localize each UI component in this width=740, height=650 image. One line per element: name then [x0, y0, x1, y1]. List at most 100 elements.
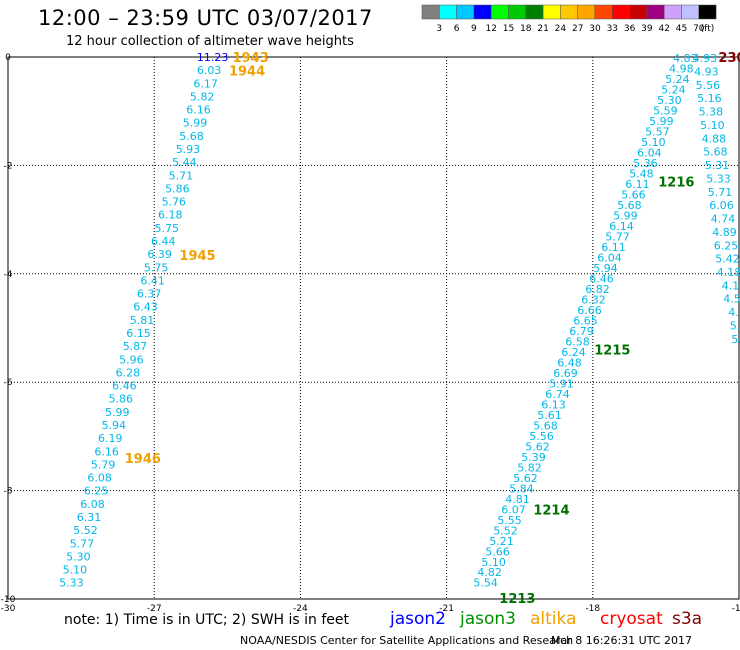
wave-height-value: 5.99 [105, 406, 130, 419]
pass-time-label: 1946 [125, 452, 161, 467]
colorbar-label: (ft) [701, 24, 715, 34]
y-tick-label: -8 [4, 487, 13, 497]
wave-height-value: 5.52 [73, 524, 98, 537]
pass-time-label: 1215 [594, 344, 630, 359]
wave-height-value: 5.30 [657, 94, 682, 107]
wave-height-value: 6.44 [151, 235, 176, 248]
wave-height-value: 5.33 [706, 172, 731, 185]
wave-height-value: 5.99 [613, 209, 638, 222]
colorbar-label: 33 [607, 24, 618, 34]
generation-timestamp: Mar 8 16:26:31 UTC 2017 [551, 634, 692, 647]
wave-height-value: 5.86 [165, 182, 190, 195]
wave-height-value: 5.86 [109, 393, 134, 406]
wave-height-value: 5.77 [70, 537, 95, 550]
wave-height-value: 5.16 [697, 92, 722, 105]
wave-height-value: 6.11 [625, 178, 650, 191]
pass-time-label: 1944 [229, 65, 265, 80]
colorbar-label: 24 [555, 24, 567, 34]
wave-height-value: 6.79 [569, 325, 594, 338]
wave-height-value: 5.71 [169, 169, 194, 182]
wave-height-value: 5.93 [176, 143, 201, 156]
colorbar-label: 45 [676, 24, 687, 34]
wave-height-value: 5.76 [162, 196, 187, 209]
wave-height-value: 5.59 [653, 105, 678, 118]
wave-height-value: 6.15 [126, 327, 151, 340]
wave-height-value: 6.13 [541, 398, 566, 411]
wave-height-value: 5.10 [63, 564, 88, 577]
y-tick-label: -10 [1, 595, 16, 605]
wave-height-value: 6.08 [80, 498, 105, 511]
wave-height-value: 5.94 [593, 262, 618, 275]
wave-height-value: 5.39 [521, 451, 546, 464]
wave-height-value: 5.71 [708, 186, 733, 199]
wave-height-value: 4.89 [712, 226, 737, 239]
x-tick-label: -24 [293, 604, 308, 614]
colorbar-label: 9 [471, 24, 477, 34]
satellite-s3a: s3a [672, 609, 703, 629]
wave-height-value: 4.5 [723, 293, 740, 306]
wave-height-value: 5.36 [633, 157, 658, 170]
colorbar-label: 6 [454, 24, 460, 34]
map-title: 12:00 – 23:59 UTC 03/07/2017 [38, 6, 373, 30]
wave-height-value: 5.61 [537, 409, 562, 422]
wave-height-value: 5.56 [529, 430, 554, 443]
colorbar-label: 39 [641, 24, 653, 34]
wave-height-value: 5.10 [700, 119, 725, 132]
map-grid [7, 56, 740, 600]
track-east: 4.934.935.565.165.385.104.885.685.315.33… [693, 51, 740, 346]
wave-height-value: 5. [730, 319, 740, 332]
wave-height-value: 5.66 [485, 545, 510, 558]
pass-time-label: 1213 [499, 592, 535, 607]
colorbar-label: 27 [572, 24, 583, 34]
wave-height-value: 5.10 [481, 556, 506, 569]
wave-height-value: 5.10 [641, 136, 666, 149]
wave-height-value: 6.16 [94, 445, 119, 458]
pass-time-label: 1943 [233, 51, 269, 66]
wave-height-value: 6.25 [84, 485, 109, 498]
wave-height-value: 5.68 [179, 130, 204, 143]
wave-height-value: 6.14 [609, 220, 634, 233]
wave-height-value: 5.77 [605, 230, 630, 243]
wave-height-value: 6.04 [637, 147, 662, 160]
wave-height-value: 5.75 [144, 261, 169, 274]
satellite-jason3: jason3 [460, 609, 516, 629]
wave-height-value: 6.06 [709, 199, 734, 212]
wave-height-value: 6.03 [197, 64, 222, 77]
wave-height-value: 5.68 [533, 419, 558, 432]
wave-height-value: 4.93 [694, 65, 719, 78]
wave-height-value: 6.69 [553, 367, 578, 380]
wave-height-value: 6.08 [87, 472, 112, 485]
x-tick-label: -18 [585, 604, 600, 614]
wave-height-value: 5.79 [91, 458, 116, 471]
wave-height-value: 5.24 [661, 84, 686, 97]
wave-height-value: 6.43 [133, 301, 158, 314]
wave-height-value: 5.96 [119, 353, 144, 366]
track-west: 11.236.036.175.826.165.995.685.935.445.7… [59, 51, 269, 590]
wave-height-value: 6.39 [147, 248, 172, 261]
wave-height-value: 5.62 [525, 440, 550, 453]
wave-height-value: 6.82 [585, 283, 610, 296]
colorbar-label: 3 [436, 24, 442, 34]
wave-height-value: 4.81 [505, 493, 530, 506]
wave-height-value: 4.83 [673, 52, 698, 65]
colorbar-label: 15 [503, 24, 514, 34]
wave-height-value: 5.62 [513, 472, 538, 485]
wave-height-value: 6.31 [77, 511, 102, 524]
wave-height-value: 4. [728, 306, 739, 319]
wave-height-value: 6.16 [186, 104, 211, 117]
wave-height-value: 5.68 [617, 199, 642, 212]
x-tick-label: -21 [439, 604, 454, 614]
y-tick-label: -2 [4, 161, 13, 171]
wave-height-value: 4.88 [702, 132, 727, 145]
credit-line: NOAA/NESDIS Center for Satellite Applica… [240, 634, 574, 647]
wave-height-value: 5.99 [183, 117, 208, 130]
wave-height-value: 6.46 [589, 272, 614, 285]
wave-height-value: 6.46 [112, 380, 137, 393]
wave-height-value: 6.19 [98, 432, 123, 445]
pass-time-label: 1216 [658, 176, 694, 191]
wave-height-value: 4.82 [477, 566, 502, 579]
y-tick-label: 0 [5, 53, 11, 63]
wave-height-value: 6.28 [116, 366, 141, 379]
wave-height-value: 5.21 [489, 535, 514, 548]
